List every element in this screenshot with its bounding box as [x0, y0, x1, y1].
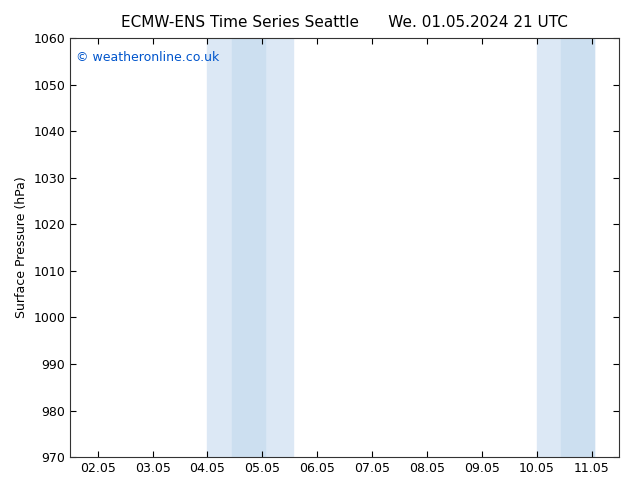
Bar [537, 38, 594, 457]
Y-axis label: Surface Pressure (hPa): Surface Pressure (hPa) [15, 177, 28, 318]
Bar [207, 38, 292, 457]
Bar [561, 38, 594, 457]
Text: © weatheronline.co.uk: © weatheronline.co.uk [76, 50, 219, 64]
Title: ECMW-ENS Time Series Seattle      We. 01.05.2024 21 UTC: ECMW-ENS Time Series Seattle We. 01.05.2… [121, 15, 568, 30]
Bar [232, 38, 265, 457]
